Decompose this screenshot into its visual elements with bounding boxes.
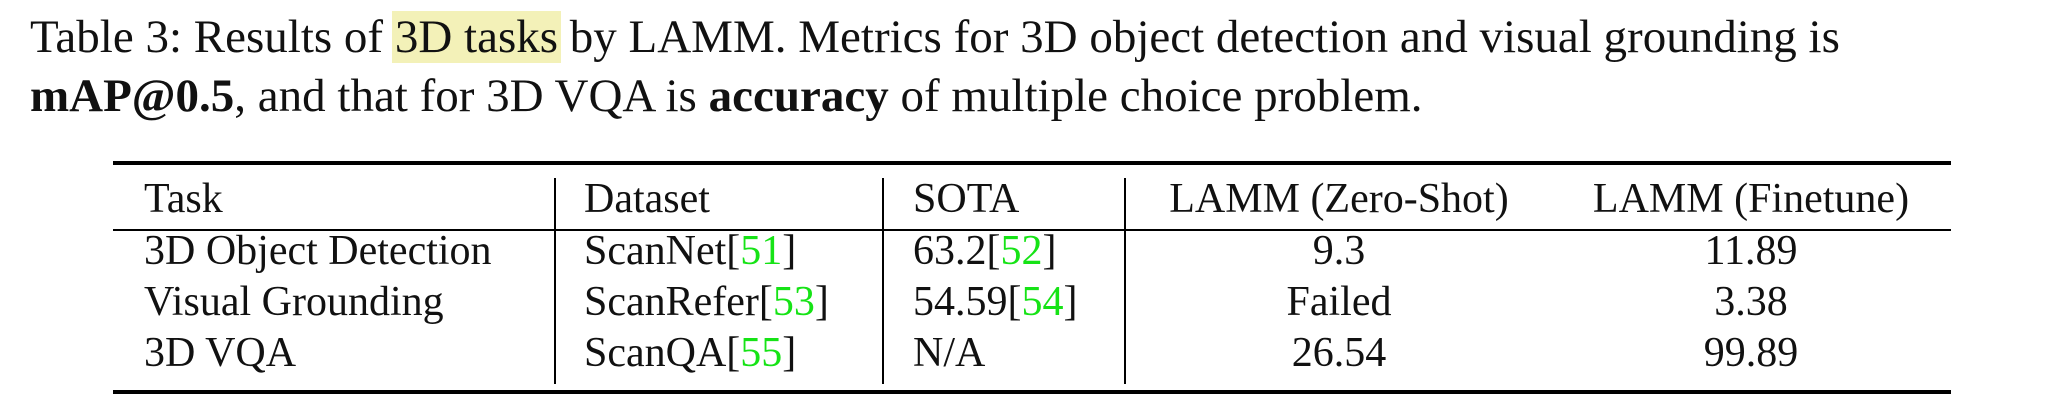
header-task: Task	[144, 176, 223, 222]
column-divider-2	[882, 178, 884, 384]
row-3-sota: N/A	[913, 328, 985, 378]
row-3-dataset-citation[interactable]: 55	[740, 330, 783, 376]
highlighted-phrase: 3D tasks	[391, 11, 562, 63]
table-caption: Table 3: Results of 3D tasks by LAMM. Me…	[30, 8, 2040, 126]
caption-line-1: Table 3: Results of 3D tasks by LAMM. Me…	[30, 8, 2040, 67]
caption-suffix: by LAMM. Metrics for 3D object detection…	[558, 11, 1840, 63]
row-1-sota-citation[interactable]: 52	[1000, 228, 1043, 274]
column-divider-3	[1124, 178, 1126, 384]
row-2-task: Visual Grounding	[144, 279, 444, 325]
row-1-dataset-citation[interactable]: 51	[740, 228, 783, 274]
header-zero-shot: LAMM (Zero-Shot)	[1169, 176, 1509, 222]
metric-accuracy: accuracy	[708, 70, 889, 122]
table-bottom-rule	[113, 390, 1951, 394]
row-3-sota-value: N/A	[913, 330, 986, 376]
metric-map: mAP@0.5	[30, 70, 235, 122]
header-sota: SOTA	[913, 176, 1020, 222]
header-finetune: LAMM (Finetune)	[1592, 176, 1910, 222]
row-3-dataset-name: ScanQA[	[584, 330, 741, 376]
row-2-sota-value: 54.59[	[913, 279, 1022, 325]
row-3-zero-shot: 26.54	[1291, 330, 1387, 376]
row-1-sota-value: 63.2[	[913, 228, 1001, 274]
row-2-dataset-bracket: ]	[814, 279, 829, 325]
row-1-dataset-bracket: ]	[782, 228, 797, 274]
caption-mid: , and that for 3D VQA is	[234, 70, 709, 122]
column-divider-1	[554, 178, 556, 384]
row-1-finetune: 11.89	[1704, 228, 1798, 274]
row-1-zero-shot: 9.3	[1312, 228, 1366, 274]
caption-end: of multiple choice problem.	[888, 70, 1423, 122]
header-dataset: Dataset	[584, 176, 710, 222]
row-2-zero-shot: Failed	[1286, 279, 1392, 325]
row-3-dataset: ScanQA[55]	[584, 328, 796, 378]
row-3-finetune: 99.89	[1703, 330, 1799, 376]
row-3-dataset-bracket: ]	[782, 330, 797, 376]
row-2-dataset: ScanRefer[53]	[584, 277, 829, 327]
row-1-sota: 63.2[52]	[913, 226, 1057, 276]
caption-prefix: Table 3: Results of	[30, 11, 395, 63]
row-1-task: 3D Object Detection	[144, 228, 492, 274]
table-header-rule	[113, 229, 1951, 231]
row-2-finetune: 3.38	[1714, 279, 1788, 325]
row-1-sota-bracket: ]	[1042, 228, 1057, 274]
row-2-sota-bracket: ]	[1063, 279, 1078, 325]
row-2-sota: 54.59[54]	[913, 277, 1078, 327]
row-3-task: 3D VQA	[144, 330, 297, 376]
row-1-dataset: ScanNet[51]	[584, 226, 796, 276]
row-2-sota-citation[interactable]: 54	[1021, 279, 1064, 325]
caption-line-2: mAP@0.5, and that for 3D VQA is accuracy…	[30, 67, 2040, 126]
row-1-dataset-name: ScanNet[	[584, 228, 741, 274]
row-2-dataset-citation[interactable]: 53	[772, 279, 815, 325]
row-2-dataset-name: ScanRefer[	[584, 279, 773, 325]
table-top-rule	[113, 161, 1951, 165]
